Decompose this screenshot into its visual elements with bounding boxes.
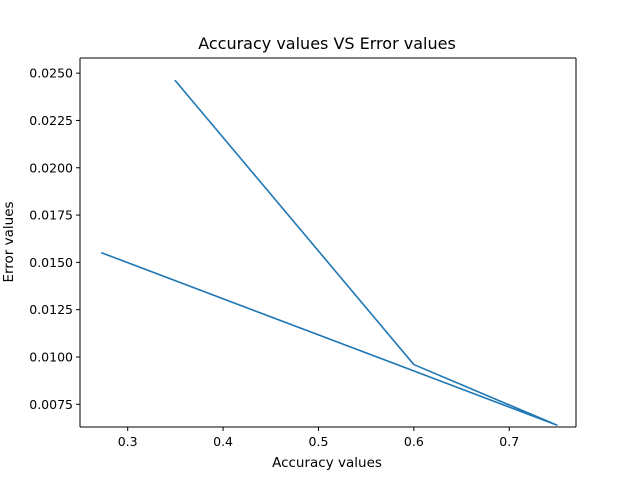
plot-area bbox=[80, 58, 576, 427]
x-tick-label: 0.3 bbox=[118, 434, 138, 449]
series-line-1 bbox=[100, 79, 558, 426]
y-axis-label: Error values bbox=[1, 201, 17, 282]
y-tick-label: 0.0175 bbox=[29, 208, 73, 223]
x-tick-label: 0.5 bbox=[309, 434, 329, 449]
chart-title: Accuracy values VS Error values bbox=[198, 34, 456, 53]
y-tick-label: 0.0150 bbox=[29, 255, 73, 270]
y-tick-label: 0.0125 bbox=[29, 302, 73, 317]
x-tick-label: 0.4 bbox=[213, 434, 233, 449]
y-tick-label: 0.0225 bbox=[29, 113, 73, 128]
y-tick-label: 0.0075 bbox=[29, 397, 73, 412]
y-tick-label: 0.0250 bbox=[29, 66, 73, 81]
x-tick-label: 0.7 bbox=[499, 434, 519, 449]
y-tick-label: 0.0200 bbox=[29, 160, 73, 175]
x-tick-label: 0.6 bbox=[404, 434, 424, 449]
x-axis-label: Accuracy values bbox=[272, 455, 382, 471]
y-tick-label: 0.0100 bbox=[29, 349, 73, 364]
